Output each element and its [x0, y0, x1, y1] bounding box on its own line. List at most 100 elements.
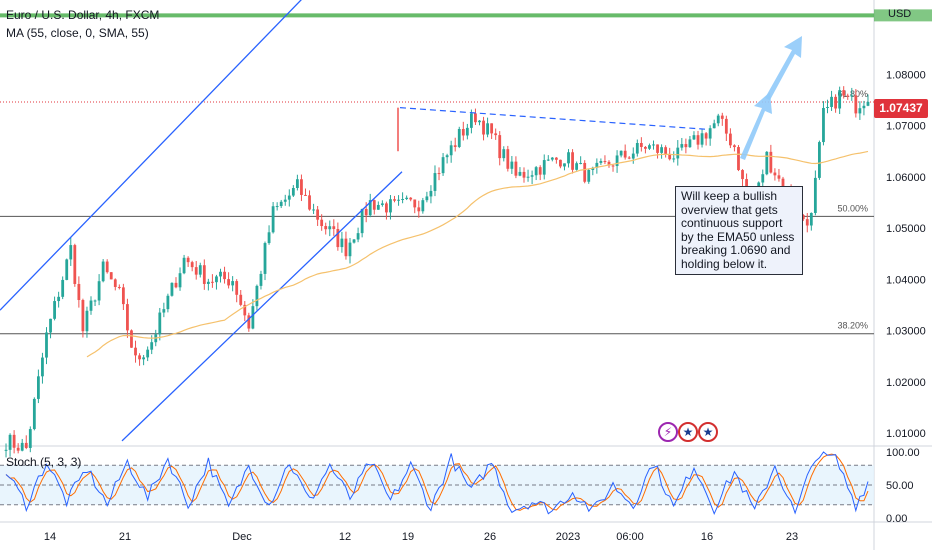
- candle-body: [356, 233, 360, 240]
- candle-body: [830, 96, 833, 107]
- projection-arrow-icon: [740, 92, 772, 160]
- candle-body: [109, 272, 113, 280]
- candle-body: [397, 199, 400, 201]
- candle-body: [287, 195, 291, 200]
- candle-body: [170, 282, 174, 296]
- candle-body: [453, 145, 457, 147]
- candle-body: [478, 120, 481, 123]
- lightning-icon[interactable]: ⚡: [658, 422, 678, 442]
- candle-body: [243, 304, 247, 316]
- candle-body: [716, 115, 720, 124]
- candle-body: [801, 215, 805, 220]
- candle-body: [805, 219, 809, 226]
- candle-body: [579, 162, 583, 164]
- candle-body: [842, 90, 846, 96]
- candle-body: [41, 357, 44, 377]
- candle-body: [595, 162, 599, 168]
- fib-label: 61.80%: [837, 89, 868, 99]
- candle-body: [150, 342, 154, 350]
- moving-average-line: [86, 150, 869, 358]
- candle-body: [12, 434, 16, 448]
- candle-body: [465, 127, 469, 136]
- candle-body: [251, 306, 255, 329]
- candle-body: [728, 133, 732, 146]
- candle-body: [223, 271, 226, 280]
- time-tick-label: Dec: [232, 531, 252, 543]
- candle-body: [85, 310, 89, 332]
- candle-body: [291, 187, 295, 196]
- candle-body: [219, 271, 222, 277]
- stoch-indicator-label[interactable]: Stoch (5, 3, 3): [6, 455, 82, 469]
- candle-body: [619, 150, 623, 156]
- candle-body: [846, 95, 850, 97]
- candle-body: [571, 152, 574, 170]
- fib-label: 38.20%: [837, 321, 868, 331]
- candle-body: [648, 145, 651, 149]
- candle-body: [198, 265, 202, 275]
- candle-body: [389, 199, 392, 213]
- candle-body: [227, 279, 230, 286]
- ma-indicator-label[interactable]: MA (55, close, 0, SMA, 55): [6, 26, 149, 40]
- resistance-line: [0, 13, 874, 18]
- candle-body: [65, 259, 69, 280]
- candle-body: [510, 161, 514, 169]
- us-flag-icon[interactable]: ★: [678, 422, 698, 442]
- candle-body: [567, 152, 570, 164]
- candle-body: [773, 172, 777, 176]
- candle-body: [854, 95, 858, 114]
- candle-body: [332, 226, 336, 230]
- candle-body: [696, 135, 700, 145]
- time-tick-label: 06:00: [616, 531, 644, 543]
- fib-label: 50.00%: [837, 203, 868, 213]
- analysis-note[interactable]: Will keep a bullish overview that gets c…: [675, 186, 803, 275]
- candle-body: [554, 157, 558, 160]
- time-tick-label: 19: [402, 531, 414, 543]
- symbol-title: Euro / U.S. Dollar, 4h, FXCM: [6, 8, 160, 22]
- candle-body: [474, 113, 477, 123]
- time-tick-label: 2023: [556, 531, 580, 543]
- candle-body: [433, 173, 437, 191]
- candle-body: [850, 95, 854, 97]
- candle-body: [656, 144, 659, 153]
- candle-body: [623, 150, 627, 158]
- candle-body: [259, 273, 263, 286]
- candle-body: [413, 199, 417, 208]
- candle-body: [312, 209, 315, 211]
- candle-body: [461, 128, 465, 136]
- candle-body: [449, 145, 453, 156]
- stoch-layer: 100.00 50.00 0.00: [0, 447, 920, 525]
- price-tick-label: 1.07000: [886, 121, 926, 133]
- candle-body: [425, 196, 429, 201]
- candle-body: [838, 90, 842, 109]
- time-tick-label: 16: [701, 531, 713, 543]
- candle-body: [688, 139, 692, 148]
- candle-body: [826, 106, 829, 108]
- candle-body: [664, 147, 668, 154]
- candle-body: [393, 199, 396, 201]
- candle-body: [486, 123, 489, 135]
- candle-body: [587, 169, 591, 182]
- candle-body: [518, 171, 522, 176]
- candle-body: [506, 149, 510, 169]
- candle-body: [542, 160, 546, 175]
- candle-body: [546, 159, 550, 161]
- dashed-trend-line: [399, 107, 706, 130]
- axis-unit-label[interactable]: USD: [888, 8, 912, 20]
- candle-body: [20, 442, 24, 451]
- candle-body: [858, 108, 862, 114]
- candle-body: [550, 157, 554, 160]
- candle-body: [4, 449, 8, 451]
- candle-body: [372, 200, 376, 210]
- us-flag-icon[interactable]: ★: [698, 422, 718, 442]
- candle-body: [429, 190, 433, 197]
- candle-body: [73, 245, 77, 284]
- channel-upper-line: [0, 0, 302, 311]
- candle-body: [720, 115, 724, 119]
- stoch-tick-label: 50.00: [886, 480, 914, 492]
- candle-body: [692, 135, 696, 140]
- candle-body: [340, 238, 344, 248]
- candle-body: [77, 283, 81, 301]
